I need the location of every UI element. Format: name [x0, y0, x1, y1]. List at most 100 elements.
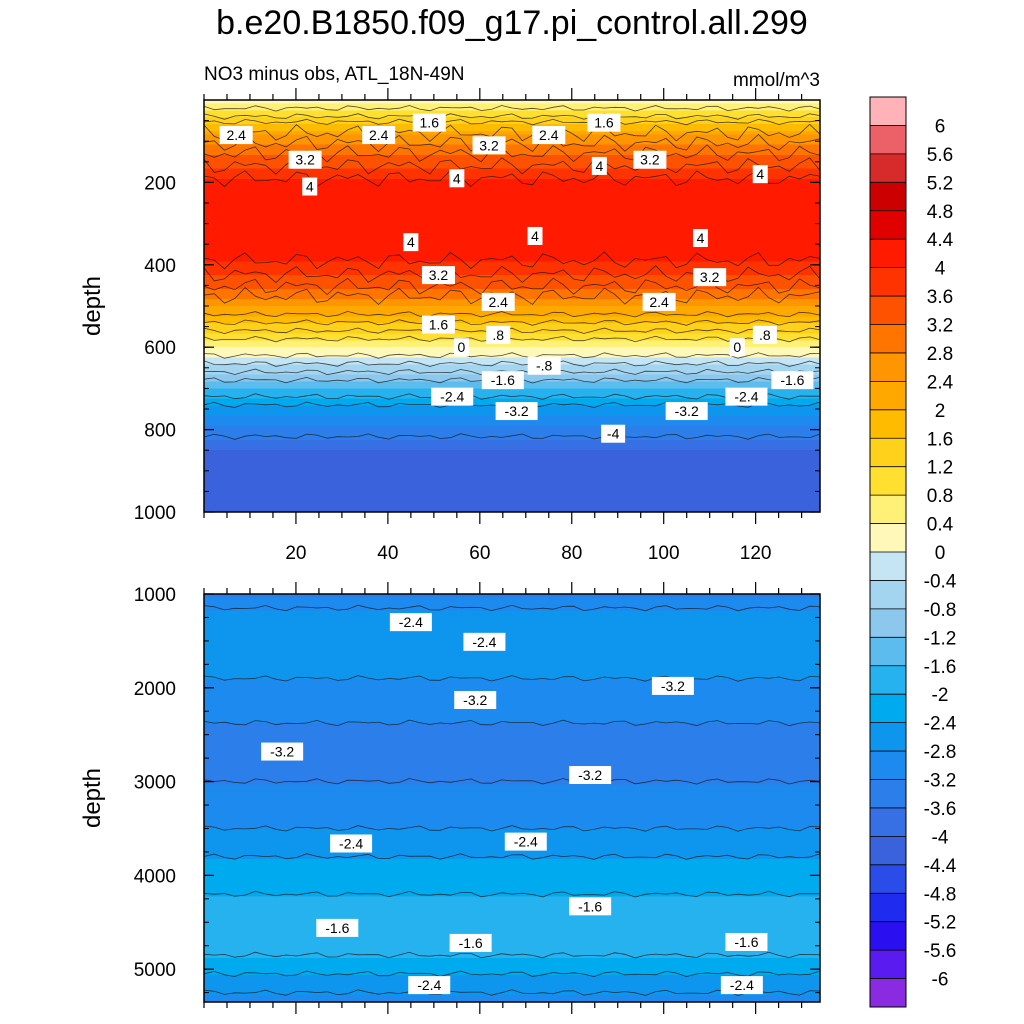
contour-label: 2.4: [481, 292, 515, 311]
svg-text:-3.2: -3.2: [463, 692, 487, 708]
svg-text:-2.4: -2.4: [399, 614, 423, 630]
colorbar-label: 1.6: [927, 429, 953, 450]
contour-line: [203, 251, 821, 270]
svg-text:-1.6: -1.6: [780, 372, 804, 388]
colorbar-swatch: [870, 978, 906, 1008]
colorbar-swatch: [870, 296, 906, 325]
svg-text:2.4: 2.4: [488, 294, 508, 310]
contour-label: 2.4: [362, 126, 396, 145]
svg-text:4: 4: [407, 234, 415, 250]
svg-text:1.6: 1.6: [429, 317, 449, 333]
plot-frame: [203, 593, 821, 1003]
colorbar-label: -3.6: [924, 799, 957, 820]
colorbar-label: 2.8: [927, 344, 953, 365]
contour-label: 3.2: [633, 150, 667, 169]
colorbar-swatch: [870, 153, 906, 183]
svg-text:3.2: 3.2: [429, 267, 449, 283]
contour-line: [203, 319, 821, 326]
x-tick-label: 120: [740, 543, 772, 564]
contour-label: -1.6: [316, 918, 359, 937]
contour-label: 4: [403, 233, 419, 252]
colorbar-label: -1.2: [924, 628, 957, 649]
contour-line: [203, 169, 821, 188]
colorbar-label: 2.4: [927, 372, 954, 393]
contour-label: -1.6: [569, 897, 612, 916]
contour-label: 2.4: [219, 126, 253, 145]
colorbar-label: 4.4: [927, 230, 954, 251]
contour-label: -2.4: [725, 387, 768, 406]
colorbar-label: 5.6: [927, 145, 953, 166]
contour-label: 4: [302, 177, 318, 196]
colorbar-label: -5.2: [924, 913, 957, 934]
contour-label: -1.6: [449, 933, 492, 952]
contour-line: [203, 989, 821, 996]
svg-text:2.4: 2.4: [226, 127, 246, 143]
colorbar-swatch: [870, 836, 906, 866]
colorbar-swatch: [870, 409, 906, 439]
svg-text:-2.4: -2.4: [339, 835, 363, 851]
contour-label: -2.4: [431, 387, 474, 406]
y-tick-label: 400: [144, 256, 176, 277]
x-tick-label: 60: [469, 543, 490, 564]
colorbar-label: -3.2: [924, 771, 957, 792]
colorbar-label: 4: [935, 259, 946, 280]
colorbar-swatch: [870, 893, 906, 923]
contour-label: 3.2: [288, 150, 322, 169]
colorbar-label: -2.4: [924, 714, 957, 735]
svg-text:-1.6: -1.6: [734, 934, 758, 950]
y-tick-label: 1000: [134, 503, 176, 524]
colorbar-swatch: [870, 239, 906, 269]
contour-label: 3.2: [693, 268, 727, 287]
contour-label: -.8: [527, 356, 561, 375]
contour-label: 2.4: [642, 292, 676, 311]
contour-lines: [203, 604, 821, 996]
svg-text:4: 4: [453, 170, 461, 186]
colorbar-label: 3.2: [927, 316, 953, 337]
colorbar-swatch: [870, 779, 906, 809]
svg-text:4: 4: [756, 166, 764, 182]
contour-line: [203, 778, 821, 785]
svg-text:1.6: 1.6: [420, 115, 440, 131]
colorbar-label: 1.2: [927, 458, 953, 479]
contour-label: 1.6: [421, 315, 455, 334]
contour-label: -3.2: [454, 690, 497, 709]
colorbar-swatch: [870, 751, 906, 780]
contour-line: [203, 360, 821, 367]
y-tick-label: 5000: [134, 960, 176, 981]
colorbar-swatch: [870, 352, 906, 382]
colorbar-label: -4.4: [924, 856, 957, 877]
contour-label: -1.6: [771, 371, 814, 390]
contour-line: [203, 327, 821, 335]
colorbar-swatch: [870, 267, 906, 297]
x-tick-label: 20: [285, 543, 306, 564]
contour-label: -1.6: [481, 371, 524, 390]
contour-label: .8: [752, 325, 777, 344]
y-tick-label: 200: [144, 173, 176, 194]
colorbar-swatch: [870, 950, 906, 980]
colorbar-label: -2.8: [924, 742, 957, 763]
lower-contour-field: [204, 594, 820, 1002]
contour-label: 4: [752, 165, 768, 184]
contour-label: 4: [449, 169, 465, 188]
contour-label: -2.4: [330, 834, 373, 853]
colorbar-swatch: [870, 608, 906, 638]
svg-text:-4: -4: [607, 426, 620, 442]
contour-label: 1.6: [412, 113, 446, 132]
colorbar-swatch: [870, 552, 906, 581]
contour-label: 4: [591, 156, 607, 175]
contour-line: [203, 276, 821, 296]
colorbar-label: 2: [935, 401, 946, 422]
svg-text:-3.2: -3.2: [661, 678, 685, 694]
contour-line: [203, 310, 821, 318]
units-label: mmol/m^3: [732, 70, 820, 91]
contour-line: [203, 604, 821, 612]
svg-text:2.4: 2.4: [539, 127, 559, 143]
colorbar-label: 0.4: [927, 515, 954, 536]
svg-text:-2.4: -2.4: [417, 977, 441, 993]
contour-label: -4: [601, 424, 626, 443]
contour-line: [203, 890, 820, 898]
colorbar-label: -1.6: [924, 657, 957, 678]
contour-label: -2.4: [720, 976, 763, 995]
colorbar-label: 3.6: [927, 287, 953, 308]
